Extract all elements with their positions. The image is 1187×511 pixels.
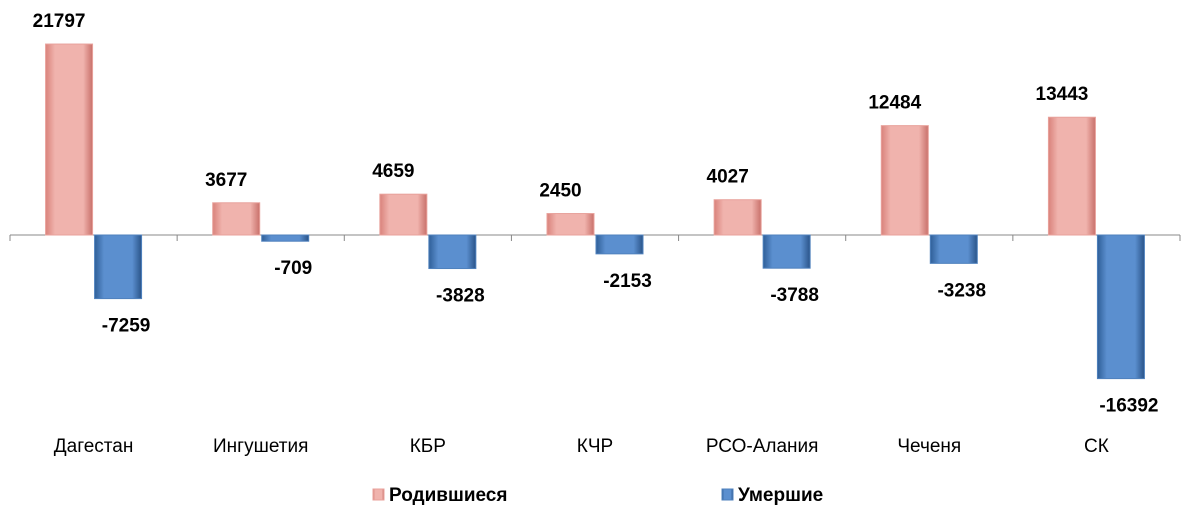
bar bbox=[546, 213, 595, 236]
bar bbox=[428, 234, 477, 270]
bar bbox=[762, 234, 811, 269]
x-tick-label: Дагестан bbox=[54, 436, 134, 457]
data-label: -16392 bbox=[1099, 396, 1158, 417]
data-label: 3677 bbox=[205, 170, 247, 191]
data-label: -709 bbox=[274, 258, 312, 279]
bar bbox=[880, 125, 929, 236]
legend-label: Родившиеся bbox=[389, 485, 507, 506]
data-label: -7259 bbox=[102, 316, 151, 337]
legend-swatch bbox=[372, 488, 385, 501]
legend-label: Умершие bbox=[738, 485, 823, 506]
bar bbox=[94, 234, 143, 300]
data-label: -3238 bbox=[937, 280, 986, 301]
data-label: 12484 bbox=[868, 93, 921, 114]
bar bbox=[45, 43, 94, 236]
x-tick-label: РСО-Алания bbox=[706, 436, 819, 457]
x-tick-label: Ингушетия bbox=[213, 436, 308, 457]
bar bbox=[379, 193, 428, 236]
data-label: 21797 bbox=[33, 11, 86, 32]
data-label: -3788 bbox=[770, 285, 819, 306]
bar bbox=[1096, 234, 1145, 380]
x-tick-label: Чеченя bbox=[897, 436, 961, 457]
data-label: -3828 bbox=[436, 286, 485, 307]
bar bbox=[261, 234, 310, 242]
bar bbox=[1047, 116, 1096, 236]
data-label: 4659 bbox=[372, 161, 414, 182]
bar bbox=[929, 234, 978, 264]
legend-swatch bbox=[721, 488, 734, 501]
data-label: -2153 bbox=[603, 271, 652, 292]
x-tick-label: КБР bbox=[410, 436, 446, 457]
bar bbox=[713, 199, 762, 236]
x-tick-label: СК bbox=[1084, 436, 1109, 457]
bar bbox=[595, 234, 644, 255]
bar bbox=[212, 202, 261, 236]
data-label: 4027 bbox=[707, 167, 749, 188]
data-label: 13443 bbox=[1036, 84, 1089, 105]
data-label: 2450 bbox=[539, 181, 581, 202]
x-tick-label: КЧР bbox=[577, 436, 613, 457]
